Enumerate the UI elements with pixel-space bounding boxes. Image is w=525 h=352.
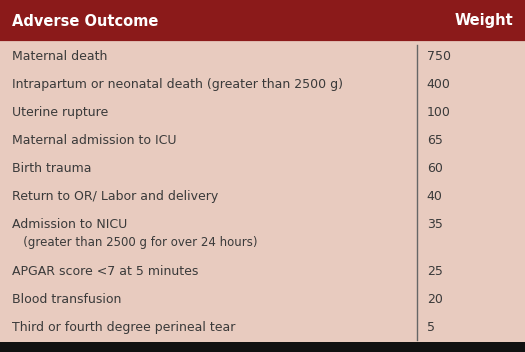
Text: Maternal death: Maternal death [12,50,107,63]
Text: Return to OR/ Labor and delivery: Return to OR/ Labor and delivery [12,190,218,203]
Text: 5: 5 [427,321,435,334]
Text: Birth trauma: Birth trauma [12,162,91,175]
Text: Blood transfusion: Blood transfusion [12,293,121,306]
Text: 35: 35 [427,218,443,231]
Text: 400: 400 [427,78,450,91]
Text: 65: 65 [427,134,443,147]
Text: Adverse Outcome: Adverse Outcome [12,13,158,29]
Text: 60: 60 [427,162,443,175]
Text: Admission to NICU: Admission to NICU [12,218,127,231]
Text: Uterine rupture: Uterine rupture [12,106,108,119]
Text: 25: 25 [427,265,443,278]
Text: Third or fourth degree perineal tear: Third or fourth degree perineal tear [12,321,235,334]
Text: Intrapartum or neonatal death (greater than 2500 g): Intrapartum or neonatal death (greater t… [12,78,342,91]
Text: 100: 100 [427,106,450,119]
Text: APGAR score <7 at 5 minutes: APGAR score <7 at 5 minutes [12,265,198,278]
Bar [0,42,525,342]
Text: 20: 20 [427,293,443,306]
Bar [0,342,525,352]
Text: 40: 40 [427,190,443,203]
Text: Maternal admission to ICU: Maternal admission to ICU [12,134,176,147]
Text: (greater than 2500 g for over 24 hours): (greater than 2500 g for over 24 hours) [12,236,257,249]
Text: 750: 750 [427,50,451,63]
Text: Weight: Weight [455,13,513,29]
Bar [0,0,525,42]
